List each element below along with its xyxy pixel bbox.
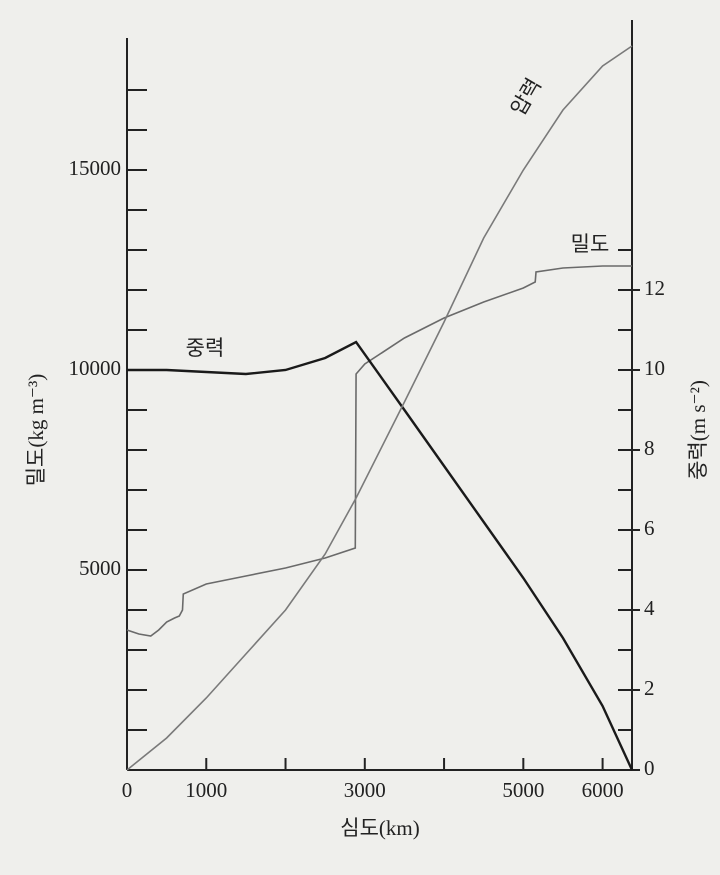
y2-tick-label: 12 — [644, 276, 665, 300]
y2-tick-label: 10 — [644, 356, 665, 380]
x-tick-label: 5000 — [502, 778, 544, 802]
y2-axis-title: 중력(m s⁻²) — [686, 380, 710, 480]
y-tick-label: 5000 — [79, 556, 121, 580]
series-label: 중력 — [186, 336, 225, 360]
series-line — [127, 340, 634, 771]
x-tick-label: 6000 — [582, 778, 624, 802]
y2-tick-label: 8 — [644, 436, 655, 460]
y-axis-title: 밀도(kg m⁻³) — [24, 374, 48, 487]
y-tick-label: 15000 — [69, 156, 122, 180]
y2-tick-label: 4 — [644, 596, 655, 620]
x-tick-label: 0 — [122, 778, 133, 802]
series-label: 밀도 — [571, 232, 610, 256]
y-tick-label: 10000 — [69, 356, 122, 380]
y2-tick-label: 6 — [644, 516, 655, 540]
x-tick-label: 1000 — [185, 778, 227, 802]
y2-tick-label: 0 — [644, 756, 655, 780]
series-line — [126, 265, 632, 637]
x-axis-title: 심도(km) — [340, 816, 419, 840]
y2-tick-label: 2 — [644, 676, 655, 700]
x-tick-label: 3000 — [344, 778, 386, 802]
series-line — [126, 45, 633, 771]
